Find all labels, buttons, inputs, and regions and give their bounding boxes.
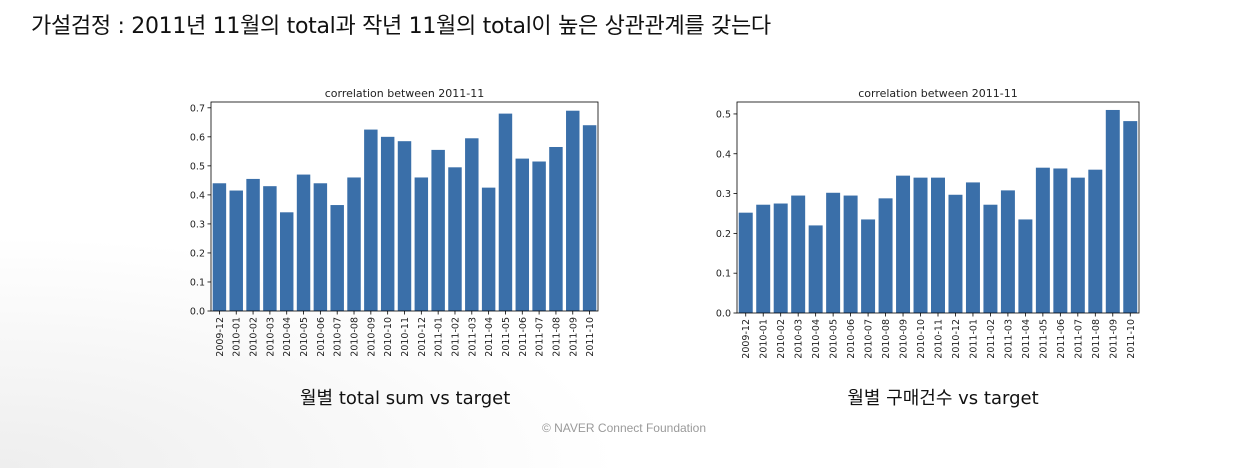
x-tick-label: 2011-01 — [434, 317, 445, 357]
x-tick-label: 2010-11 — [400, 317, 411, 357]
x-tick-label: 2010-10 — [383, 317, 394, 357]
chart-title: correlation between 2011-11 — [325, 87, 485, 100]
y-tick-label: 0.7 — [190, 103, 205, 114]
bar-2011-06 — [515, 158, 530, 311]
x-tick-label: 2010-02 — [249, 317, 260, 357]
plot-frame — [210, 101, 599, 312]
y-tick-label: 0.0 — [190, 307, 205, 318]
bar-2011-04 — [481, 187, 496, 311]
footer-copyright: © NAVER Connect Foundation — [541, 421, 707, 435]
bar-2011-09 — [566, 110, 580, 311]
x-tick-label: 2010-07 — [333, 317, 344, 357]
bar-2010-05 — [296, 174, 311, 311]
y-tick-label: 0.4 — [190, 190, 205, 201]
x-tick-label: 2011-06 — [518, 317, 529, 357]
y-tick-label: 0.1 — [190, 277, 205, 288]
x-tick-label: 2011-07 — [535, 317, 546, 357]
x-tick-label: 2010-12 — [417, 317, 428, 357]
x-tick-label: 2010-03 — [265, 317, 276, 357]
x-tick-label: 2010-01 — [232, 317, 243, 357]
x-tick-label: 2011-04 — [484, 317, 495, 357]
bar-2010-11 — [397, 141, 412, 311]
bar-2010-07 — [330, 205, 344, 311]
bar-2011-01 — [431, 149, 445, 311]
bar-2010-09 — [364, 129, 378, 311]
bar-2010-04 — [279, 212, 294, 311]
bar-2010-01 — [229, 190, 243, 311]
bar-2011-02 — [448, 167, 462, 311]
x-tick-label: 2009-12 — [215, 317, 226, 357]
bar-2010-03 — [263, 186, 277, 311]
y-tick-label: 0.5 — [190, 161, 205, 172]
x-tick-label: 2010-04 — [282, 317, 293, 357]
y-tick-label: 0.6 — [190, 132, 205, 143]
bar-2010-12 — [414, 177, 429, 311]
bar-2010-10 — [380, 136, 395, 311]
bar-2009-12 — [212, 183, 227, 311]
y-tick-label: 0.2 — [190, 248, 205, 259]
bar-2011-07 — [532, 161, 546, 311]
chart-caption-purchase-count: 월별 구매건수 vs target — [847, 388, 1039, 409]
x-tick-label: 2011-08 — [551, 317, 562, 357]
bar-2011-08 — [549, 146, 563, 311]
x-tick-label: 2011-05 — [501, 317, 512, 357]
bar-2011-10 — [582, 125, 597, 311]
bar-2011-03 — [465, 138, 479, 311]
chart-caption-total-sum: 월별 total sum vs target — [300, 388, 511, 409]
x-tick-label: 2010-06 — [316, 317, 327, 357]
x-tick-label: 2010-05 — [299, 317, 310, 357]
y-tick-label: 0.3 — [190, 219, 205, 230]
x-tick-label: 2011-02 — [450, 317, 461, 357]
x-tick-label: 2010-09 — [366, 317, 377, 357]
x-tick-label: 2010-08 — [350, 317, 361, 357]
bar-2010-08 — [347, 177, 361, 311]
x-tick-label: 2011-09 — [568, 317, 579, 357]
x-tick-label: 2011-10 — [585, 317, 596, 357]
x-tick-label: 2011-03 — [467, 317, 478, 357]
bar-2011-05 — [498, 113, 513, 311]
bar-2010-06 — [313, 183, 328, 311]
slide-heading: 가설검정 : 2011년 11월의 total과 작년 11월의 total이 … — [31, 14, 771, 39]
bar-2010-02 — [246, 178, 260, 311]
